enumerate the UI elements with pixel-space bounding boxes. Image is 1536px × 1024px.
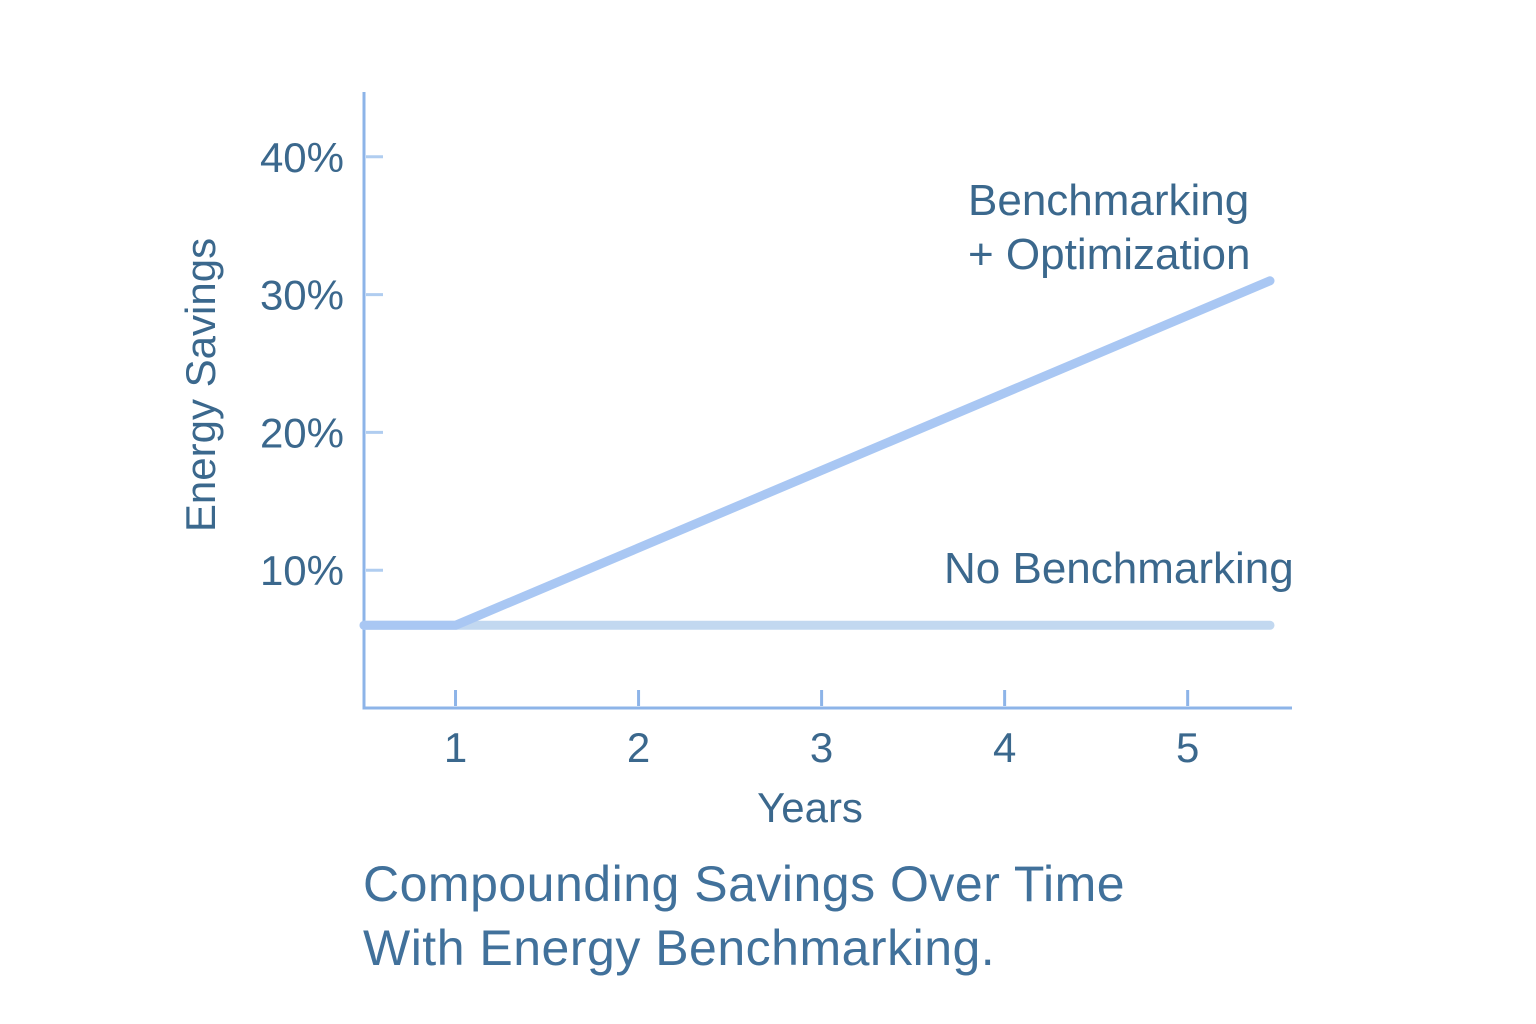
chart-caption: Compounding Savings Over Time With Energ… <box>363 852 1125 980</box>
x-tick-label: 2 <box>627 724 650 771</box>
x-tick-label: 4 <box>993 724 1016 771</box>
x-tick-label: 1 <box>444 724 467 771</box>
x-tick-label: 3 <box>810 724 833 771</box>
axes-lines <box>362 92 1292 710</box>
y-tick-label: 30% <box>260 272 344 319</box>
x-axis-title: Years <box>757 784 863 831</box>
y-axis-title: Energy Savings <box>177 237 224 533</box>
series-label-benchmarking-optimization: Benchmarking + Optimization <box>968 174 1250 282</box>
series-label-line: Benchmarking <box>968 176 1250 225</box>
y-tick-label: 10% <box>260 547 344 594</box>
caption-line-2: With Energy Benchmarking. <box>363 920 996 976</box>
series-label-line: + Optimization <box>968 230 1251 279</box>
y-tick-label: 20% <box>260 409 344 456</box>
series-line-benchmarking-optimization <box>359 276 1275 630</box>
x-tick-label: 5 <box>1176 724 1199 771</box>
y-tick-label: 40% <box>260 134 344 181</box>
caption-line-1: Compounding Savings Over Time <box>363 856 1126 912</box>
series-label-no-benchmarking: No Benchmarking <box>944 544 1294 593</box>
